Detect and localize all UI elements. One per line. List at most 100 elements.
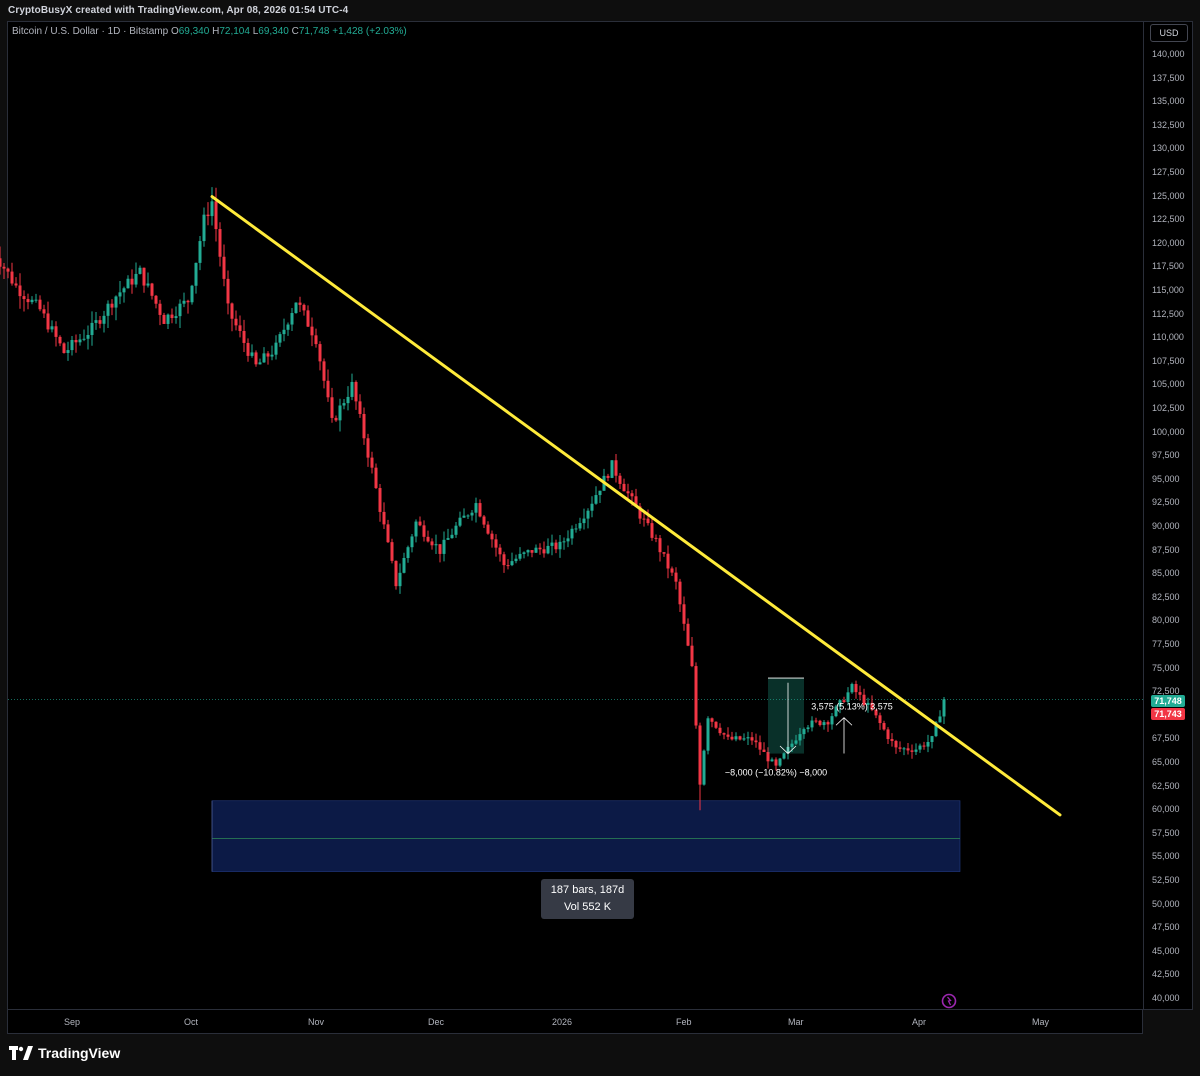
candle-body <box>674 572 678 582</box>
candle-body <box>82 338 86 340</box>
candle-body <box>642 518 646 520</box>
price-tick: 67,500 <box>1152 733 1180 744</box>
candle-body <box>430 541 434 546</box>
candle-body <box>858 692 862 695</box>
candle-body <box>738 736 742 740</box>
price-tick: 120,000 <box>1152 237 1185 248</box>
candle-body <box>202 214 206 242</box>
price-tick: 137,500 <box>1152 72 1185 83</box>
candle-body <box>558 541 562 550</box>
candle-body <box>158 303 162 315</box>
candle-body <box>474 503 478 513</box>
candle-body <box>618 475 622 484</box>
candle-body <box>130 278 134 285</box>
replay-badge-icon <box>941 993 957 1009</box>
candle-body <box>754 740 758 743</box>
candle-body <box>570 528 574 539</box>
price-tick: 130,000 <box>1152 143 1185 154</box>
candle-body <box>806 727 810 730</box>
price-tick: 127,500 <box>1152 167 1185 177</box>
candle-body <box>298 302 302 305</box>
time-tick: Dec <box>428 1017 445 1027</box>
candle-body <box>166 314 170 324</box>
candle-body <box>798 734 802 741</box>
price-tick: 122,500 <box>1152 214 1185 225</box>
candle-body <box>458 517 462 526</box>
candle-body <box>30 299 34 303</box>
price-tick: 132,500 <box>1152 119 1185 130</box>
candle-body <box>726 734 730 737</box>
candle-body <box>530 550 534 553</box>
candle-body <box>734 736 738 740</box>
candle-body <box>274 342 278 355</box>
candle-body <box>706 718 710 751</box>
candle-body <box>846 692 850 702</box>
price-tick: 100,000 <box>1152 426 1185 437</box>
price-tick: 57,500 <box>1152 827 1180 838</box>
candle-body <box>718 727 722 734</box>
candle-body <box>318 344 322 362</box>
candle-body <box>170 314 174 319</box>
candle-body <box>422 525 426 537</box>
candle-body <box>26 299 30 303</box>
price-tick: 45,000 <box>1152 945 1180 956</box>
candle-body <box>702 750 706 785</box>
candle-body <box>878 715 882 724</box>
candle-body <box>866 702 870 705</box>
candle-body <box>826 722 830 725</box>
candle-body <box>646 518 650 524</box>
price-tick: 55,000 <box>1152 851 1180 862</box>
candle-body <box>542 549 546 554</box>
candle-body <box>626 491 630 494</box>
candle-body <box>94 320 98 323</box>
price-tick: 60,000 <box>1152 804 1180 815</box>
candle-body <box>874 709 878 716</box>
candle-body <box>222 256 226 279</box>
candle-body <box>146 283 150 286</box>
candle-body <box>534 547 538 553</box>
candle-body <box>42 309 46 314</box>
candle-body <box>742 738 746 740</box>
candle-body <box>634 496 638 507</box>
time-axis[interactable] <box>7 1010 1143 1034</box>
candle-body <box>182 300 186 304</box>
candle-body <box>362 413 366 439</box>
time-tick: Feb <box>676 1017 692 1027</box>
candle-body <box>522 552 526 554</box>
candle-body <box>302 304 306 311</box>
time-tick: 2026 <box>552 1017 573 1027</box>
last-price-badge: 71,748 <box>1151 695 1185 707</box>
price-tick: 117,500 <box>1152 261 1184 272</box>
candle-body <box>486 524 490 534</box>
time-tick: Apr <box>912 1017 927 1027</box>
candle-body <box>882 723 886 730</box>
candle-body <box>282 329 286 335</box>
candle-body <box>894 740 898 748</box>
candle-body <box>322 361 326 381</box>
price-axis[interactable] <box>1143 21 1193 1010</box>
time-tick: Oct <box>184 1017 199 1027</box>
price-tick: 80,000 <box>1152 615 1180 626</box>
price-tick: 112,500 <box>1152 308 1184 319</box>
candle-body <box>210 201 214 217</box>
candle-body <box>306 310 310 327</box>
candle-body <box>386 524 390 543</box>
candle-body <box>482 516 486 525</box>
candle-body <box>126 278 130 289</box>
candle-body <box>34 299 38 301</box>
price-tick: 85,000 <box>1152 568 1180 579</box>
candle-body <box>214 201 218 230</box>
candle-body <box>782 753 786 759</box>
candle-body <box>134 273 138 285</box>
candle-body <box>390 542 394 561</box>
price-tick: 95,000 <box>1152 473 1180 484</box>
currency-button[interactable]: USD <box>1150 24 1188 42</box>
candle-body <box>590 503 594 511</box>
candle-body <box>670 568 674 573</box>
candle-body <box>914 749 918 752</box>
candle-body <box>102 315 106 324</box>
price-tick: 140,000 <box>1152 49 1185 59</box>
candle-body <box>370 457 374 468</box>
candle-body <box>50 326 54 330</box>
candle-body <box>658 538 662 553</box>
